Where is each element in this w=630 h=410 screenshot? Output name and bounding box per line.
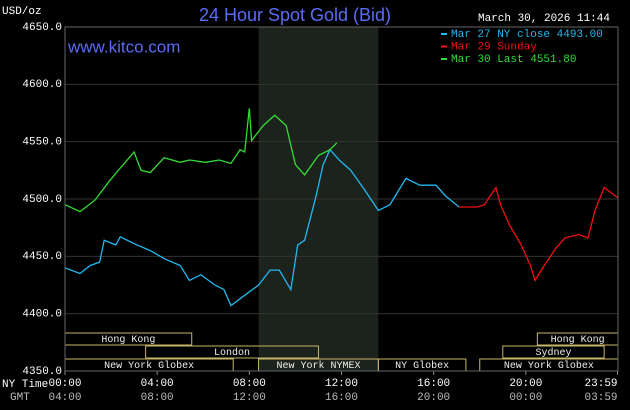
timestamp: March 30, 2026 11:44: [478, 13, 610, 25]
y-tick-label: 4350.0: [22, 366, 62, 378]
y-tick-label: 4400.0: [22, 309, 62, 321]
series-line: [459, 185, 619, 282]
session-label: New York Globex: [104, 360, 194, 372]
legend-label: Mar 27 NY close 4493.00: [451, 29, 603, 41]
watermark: www.kitco.com: [67, 37, 180, 56]
x2-tick-label: 04:00: [48, 392, 81, 404]
legend-swatch: [441, 45, 447, 48]
x2-tick-label: 00:00: [509, 392, 542, 404]
y-tick-label: 4550.0: [22, 137, 62, 149]
y-tick-label: 4650.0: [22, 22, 62, 34]
legend-swatch: [441, 33, 447, 35]
x-axis-label: NY Time: [2, 379, 48, 391]
y-axis-label: USD/oz: [2, 6, 42, 18]
y-tick-label: 4450.0: [22, 251, 62, 263]
x-tick-label: 20:00: [509, 378, 542, 390]
x2-axis-label: GMT: [10, 392, 30, 404]
session-label: Hong Kong: [101, 335, 155, 346]
x-tick-label: 12:00: [325, 378, 358, 390]
session-box: [145, 345, 319, 359]
session-label: NY Globex: [395, 360, 449, 372]
series-line: [64, 148, 460, 307]
x2-tick-label: 12:00: [233, 392, 266, 404]
y-tick-label: 4600.0: [22, 79, 62, 91]
plot-frame: [64, 26, 619, 372]
session-label: New York NYMEX: [276, 360, 360, 372]
x-tick-label: 16:00: [417, 378, 450, 390]
x2-tick-label: 03:59: [585, 392, 618, 404]
x2-tick-label: 20:00: [417, 392, 450, 404]
x2-tick-label: 08:00: [141, 392, 174, 404]
x-tick-label: 04:00: [141, 378, 174, 390]
session-box: [502, 345, 605, 359]
x-tick-label: 00:00: [48, 378, 81, 390]
session-label: New York Globex: [504, 360, 594, 372]
session-label: Hong Kong: [551, 335, 605, 346]
session-label: Sydney: [535, 347, 571, 359]
y-tick-label: 4500.0: [22, 194, 62, 206]
x-tick-label: 08:00: [233, 378, 266, 390]
legend-swatch: [441, 58, 447, 60]
legend-label: Mar 30 Last 4551.80: [451, 54, 576, 66]
legend-label: Mar 29 Sunday: [451, 41, 537, 53]
x2-tick-label: 16:00: [325, 392, 358, 404]
session-label: London: [214, 347, 250, 359]
chart-title: 24 Hour Spot Gold (Bid): [199, 5, 391, 25]
series-line: [64, 108, 338, 213]
x-tick-label: 23:59: [585, 378, 618, 390]
